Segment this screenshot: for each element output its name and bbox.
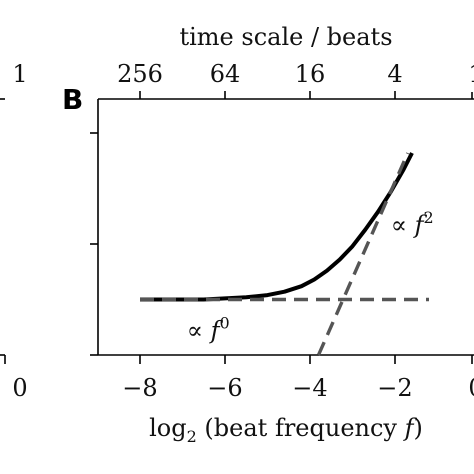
top-tick-label: 4 bbox=[387, 60, 402, 88]
x-tick-label: −4 bbox=[292, 374, 327, 402]
x-tick-label: −2 bbox=[377, 374, 412, 402]
series-layer bbox=[140, 152, 429, 356]
top-tick-label: 64 bbox=[210, 60, 241, 88]
x-axis-title-sub: 2 bbox=[187, 427, 197, 446]
annotation-label: ∝ f0 bbox=[187, 313, 230, 344]
right-partial-panel: 1 0 bbox=[468, 60, 474, 402]
x-ticks: −8 −6 −4 −2 bbox=[122, 355, 413, 402]
annotation-label: ∝ f2 bbox=[391, 208, 434, 239]
annotations: ∝ f2 ∝ f0 bbox=[187, 208, 434, 344]
series-full-curve bbox=[140, 152, 414, 302]
right-panel-bottom-tick-label: 0 bbox=[468, 374, 474, 402]
top-ticks: 256 64 16 4 bbox=[117, 60, 403, 99]
panel-letter: B bbox=[62, 83, 83, 116]
left-panel-bottom-tick-label: 0 bbox=[12, 374, 27, 402]
left-partial-panel: 1 0 bbox=[0, 60, 28, 402]
right-panel-top-tick-label: 1 bbox=[468, 60, 474, 88]
series-asymptote-line bbox=[316, 152, 410, 356]
top-tick-label: 256 bbox=[117, 60, 163, 88]
x-axis-title: log2 (beat frequency f) bbox=[149, 414, 423, 446]
x-tick-label: −6 bbox=[207, 374, 242, 402]
top-tick-label: 16 bbox=[295, 60, 326, 88]
x-axis-title-log: log bbox=[149, 414, 187, 442]
top-axis-title: time scale / beats bbox=[179, 23, 392, 51]
x-axis-title-post: ) bbox=[414, 414, 423, 442]
y-ticks bbox=[90, 132, 98, 356]
x-axis-title-mid: (beat frequency bbox=[197, 414, 405, 442]
x-tick-label: −8 bbox=[122, 374, 157, 402]
left-panel-top-tick-label: 1 bbox=[12, 60, 27, 88]
